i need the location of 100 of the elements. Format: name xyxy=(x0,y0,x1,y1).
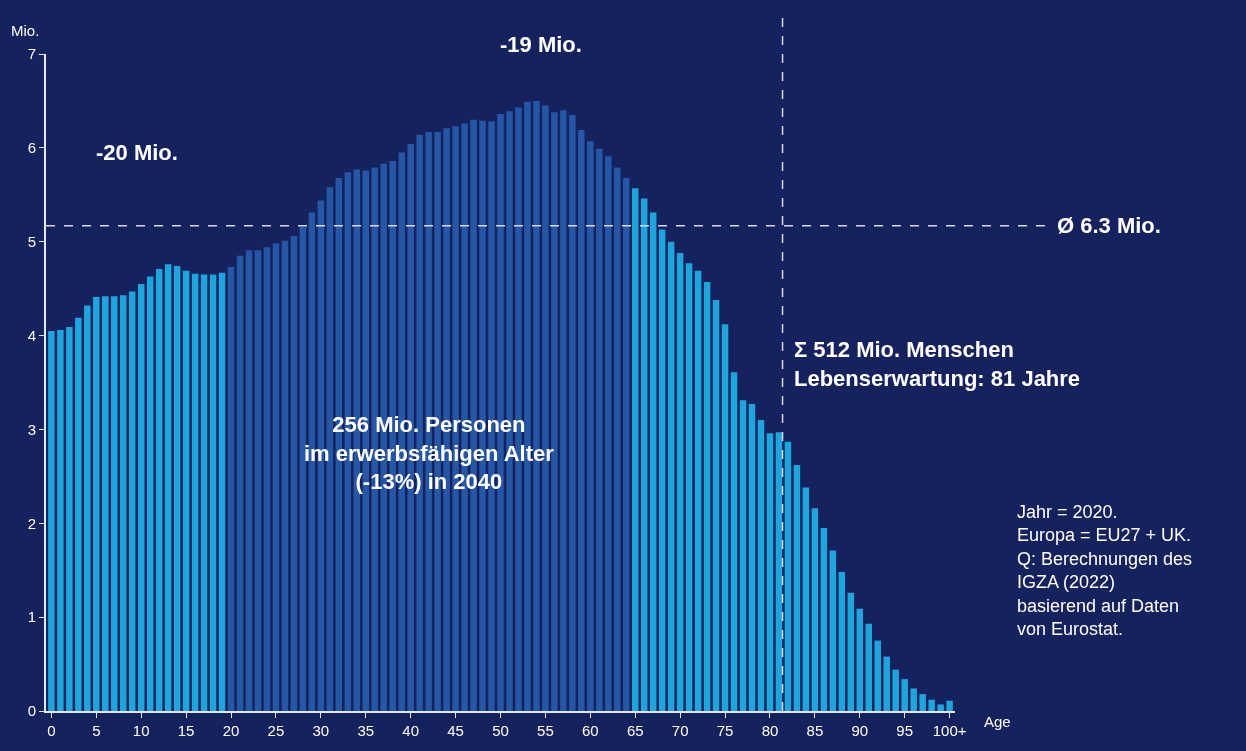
bar xyxy=(865,623,872,711)
bar xyxy=(820,527,828,711)
bar xyxy=(200,274,208,711)
bar xyxy=(946,700,953,711)
bar xyxy=(874,640,881,711)
bar xyxy=(290,236,298,711)
bar xyxy=(640,198,648,711)
bar xyxy=(784,441,792,711)
bar xyxy=(811,508,819,711)
x-tick-label: 45 xyxy=(447,722,464,739)
x-tick-label: 80 xyxy=(761,722,779,739)
y-tick-label: 7 xyxy=(27,45,36,63)
bar xyxy=(596,148,603,711)
bar xyxy=(694,270,702,711)
bar xyxy=(793,465,801,711)
x-tick-label: 10 xyxy=(132,722,150,739)
bar xyxy=(605,156,612,711)
x-tick-label: 60 xyxy=(581,722,599,739)
bar xyxy=(676,252,684,711)
bar xyxy=(632,188,639,711)
bar xyxy=(658,229,666,711)
bar xyxy=(748,404,756,711)
bar xyxy=(721,324,729,711)
bar xyxy=(218,272,226,711)
y-tick-label: 5 xyxy=(27,232,36,250)
x-tick-label: 20 xyxy=(222,722,240,739)
annotation: -19 Mio. xyxy=(500,32,582,57)
bar xyxy=(667,241,675,711)
bar xyxy=(712,299,720,711)
text: Jahr = 2020. Europa = EU27 + UK. Q: Berechnungen des IGZA (2022) basierend auf Daten von Eurostat. xyxy=(1017,502,1193,639)
bar xyxy=(829,550,837,711)
y-tick-label: 6 xyxy=(27,139,36,157)
x-tick-label: 95 xyxy=(896,722,914,739)
bar xyxy=(560,110,567,711)
bar xyxy=(703,282,711,711)
y-tick-label: 0 xyxy=(27,702,36,720)
bar xyxy=(775,432,783,711)
bar xyxy=(739,400,747,711)
x-tick-label: 30 xyxy=(312,722,330,739)
bar xyxy=(847,592,855,711)
y-tick-label: 2 xyxy=(27,514,36,532)
bar xyxy=(281,240,289,711)
bar xyxy=(587,141,594,711)
bar xyxy=(928,699,935,711)
x-tick-label: 5 xyxy=(92,722,101,739)
bar xyxy=(146,276,154,711)
bar xyxy=(910,688,917,711)
ref-line-label: Ø 6.3 Mio. xyxy=(1057,213,1161,238)
y-axis-title: Mio. xyxy=(11,22,40,39)
bar xyxy=(245,250,253,711)
bar xyxy=(75,317,82,711)
y-tick-label: 3 xyxy=(27,420,36,438)
bar xyxy=(57,329,64,711)
y-tick-label: 1 xyxy=(27,608,36,626)
bar xyxy=(254,250,262,711)
bar xyxy=(263,247,271,711)
bar xyxy=(155,268,163,711)
x-tick-label: 25 xyxy=(267,722,285,739)
bar xyxy=(614,167,621,711)
bar xyxy=(48,330,55,711)
bar xyxy=(802,487,810,711)
bar xyxy=(137,283,145,711)
bar xyxy=(299,226,307,711)
x-tick-label: 55 xyxy=(537,722,554,739)
annotation: Σ 512 Mio. Menschen Lebenserwartung: 81 Jahre xyxy=(794,337,1081,391)
x-tick-label: 0 xyxy=(47,722,56,739)
bar xyxy=(129,291,136,711)
x-tick-label: 35 xyxy=(357,722,375,739)
bar xyxy=(272,243,280,711)
bar xyxy=(111,296,118,711)
x-tick-label: 75 xyxy=(716,722,734,739)
bar xyxy=(856,608,864,711)
x-tick-label: 40 xyxy=(402,722,420,739)
x-tick-label: 15 xyxy=(177,722,195,739)
bar xyxy=(173,266,181,711)
bar xyxy=(649,212,657,711)
x-tick-label: 100+ xyxy=(932,722,967,739)
bar xyxy=(838,572,846,711)
x-tick-label: 70 xyxy=(671,722,689,739)
bar xyxy=(766,433,774,711)
bar xyxy=(66,327,73,711)
bar xyxy=(164,264,172,711)
bar xyxy=(892,669,899,711)
bar xyxy=(623,177,630,711)
bar xyxy=(757,420,765,711)
annotation: 256 Mio. Personen im erwerbsfähigen Alter (-13%) in 2040 xyxy=(304,412,555,495)
bar xyxy=(227,267,235,711)
x-tick-label: 65 xyxy=(626,722,644,739)
bar xyxy=(182,270,190,711)
bar xyxy=(569,115,576,711)
annotation: -20 Mio. xyxy=(96,140,178,165)
bar xyxy=(209,274,217,711)
x-tick-label: 90 xyxy=(851,722,869,739)
bar xyxy=(901,679,908,711)
bar xyxy=(191,273,199,711)
x-tick-label: 50 xyxy=(492,722,509,739)
bar xyxy=(730,372,738,711)
x-axis-title: Age xyxy=(984,713,1011,730)
x-tick-label: 85 xyxy=(806,722,824,739)
bar xyxy=(120,295,127,711)
